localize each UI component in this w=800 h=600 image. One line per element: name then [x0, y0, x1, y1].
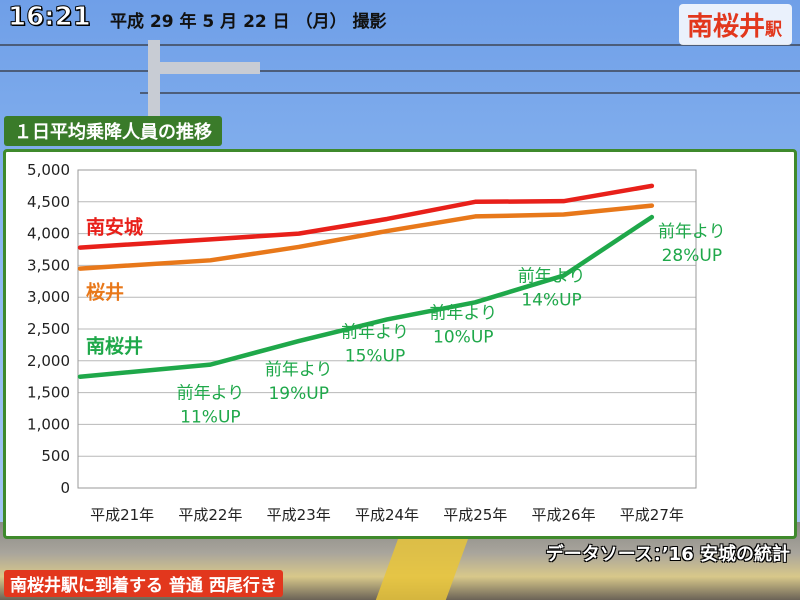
- annotation-line2: 11%UP: [180, 408, 240, 428]
- annotation-line1: 前年より: [177, 384, 245, 404]
- annotation-line2: 15%UP: [345, 346, 405, 366]
- series-label: 南桜井: [86, 335, 143, 358]
- photo-date: 平成 29 年 5 月 22 日 （月） 撮影: [110, 12, 387, 32]
- annotation-line1: 前年より: [518, 267, 586, 287]
- annotation-line2: 14%UP: [521, 291, 581, 311]
- x-tick-label: 平成25年: [443, 506, 507, 524]
- x-tick-label: 平成23年: [267, 506, 331, 524]
- chart-title: １日平均乗降人員の推移: [4, 116, 222, 146]
- annotation-line2: 28%UP: [662, 246, 722, 266]
- header-bar: 16:21 平成 29 年 5 月 22 日 （月） 撮影 南桜井駅: [0, 0, 800, 45]
- data-source-label: データソース：’16 安城の統計: [545, 544, 790, 565]
- x-tick-label: 平成21年: [90, 506, 154, 524]
- y-tick-label: 0: [60, 479, 70, 497]
- station-suffix: 駅: [765, 20, 782, 40]
- y-tick-label: 4,500: [27, 193, 70, 211]
- annotation-line2: 10%UP: [433, 327, 493, 347]
- station-badge: 南桜井駅: [678, 4, 792, 45]
- y-tick-label: 1,500: [27, 384, 70, 402]
- station-name: 南桜井: [686, 12, 765, 42]
- y-tick-label: 2,500: [27, 320, 70, 338]
- x-tick-label: 平成27年: [620, 506, 684, 524]
- line-chart: 0 500 1,000 1,500 2,000 2,500 3,000 3,500 4,000 4…: [27, 161, 726, 524]
- overhead-wire: [0, 44, 800, 46]
- x-tick-label: 平成26年: [532, 506, 596, 524]
- y-tick-label: 3,500: [27, 256, 70, 274]
- annotation-line1: 前年より: [265, 360, 333, 380]
- time-label: 16:21: [8, 2, 92, 33]
- series-label: 南安城: [86, 216, 143, 239]
- series-label: 桜井: [86, 281, 124, 304]
- y-tick-label: 4,000: [27, 225, 70, 243]
- catenary-pole: [148, 40, 160, 120]
- annotation-line1: 前年より: [658, 222, 726, 242]
- annotation-line2: 19%UP: [268, 384, 328, 404]
- x-tick-label: 平成22年: [178, 506, 242, 524]
- chart-panel: 0 500 1,000 1,500 2,000 2,500 3,000 3,500 4,000 4…: [3, 149, 797, 539]
- x-tick-label: 平成24年: [355, 506, 419, 524]
- y-tick-label: 2,000: [27, 352, 70, 370]
- y-tick-label: 3,000: [27, 288, 70, 306]
- photo-caption: 南桜井駅に到着する 普通 西尾行き: [4, 570, 283, 597]
- series-line-3: [77, 214, 655, 379]
- series-line-1: [77, 183, 655, 250]
- annotation-line1: 前年より: [341, 322, 409, 342]
- y-tick-label: 500: [41, 447, 70, 465]
- plot-frame: [77, 169, 697, 489]
- catenary-beam: [160, 62, 260, 74]
- annotation-line1: 前年より: [429, 303, 497, 323]
- y-tick-label: 1,000: [27, 415, 70, 433]
- y-tick-label: 5,000: [27, 161, 70, 179]
- series-line-2: [77, 203, 655, 271]
- overhead-wire: [140, 92, 800, 94]
- overhead-wire: [0, 70, 800, 72]
